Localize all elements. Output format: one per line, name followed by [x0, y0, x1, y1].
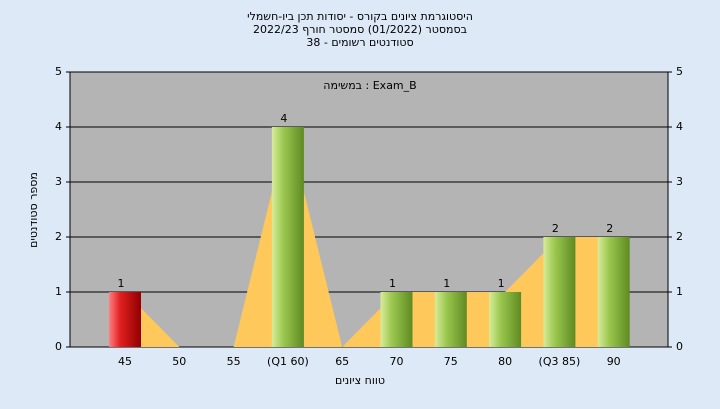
- data-label: 1: [118, 277, 125, 290]
- x-tick-label: 90: [607, 355, 621, 368]
- y2-tick-label: 4: [676, 120, 683, 133]
- annotation: במשימה : Exam_B: [323, 79, 416, 92]
- data-label: 2: [552, 222, 559, 235]
- x-tick-label: 50: [172, 355, 186, 368]
- chart-subtitle: סטודנטים רשומים - 38: [306, 36, 413, 49]
- bar: [543, 237, 576, 347]
- y2-tick-label: 0: [676, 340, 683, 353]
- y-tick-label: 4: [55, 120, 62, 133]
- bar: [271, 127, 304, 347]
- data-label: 1: [498, 277, 505, 290]
- x-tick-label: 80: [498, 355, 512, 368]
- y2-tick-label: 2: [676, 230, 683, 243]
- x-tick-label: 70: [390, 355, 404, 368]
- bar: [434, 292, 467, 347]
- y-tick-label: 5: [55, 65, 62, 78]
- bar: [109, 292, 141, 347]
- bar: [489, 292, 522, 347]
- x-axis-label: טווח ציונים: [335, 374, 385, 387]
- y-tick-label: 1: [55, 285, 62, 298]
- y2-tick-label: 5: [676, 65, 683, 78]
- x-tick-label: 65: [335, 355, 349, 368]
- chart-title: היסטוגרמת ציונים בקורס - יסודות תכן ביו-…: [247, 10, 473, 23]
- chart-subtitle: בסמסטר (01/2022) סמסטר חורף 2022/23: [253, 23, 467, 36]
- x-tick-label: 55: [227, 355, 241, 368]
- x-tick-label: (Q3 85): [539, 355, 581, 368]
- data-label: 2: [606, 222, 613, 235]
- x-tick-label: 45: [118, 355, 132, 368]
- y-axis-label: מספר סטודנטים: [27, 172, 40, 248]
- data-label: 4: [280, 112, 287, 125]
- y2-tick-label: 3: [676, 175, 683, 188]
- y-tick-label: 3: [55, 175, 62, 188]
- y-tick-label: 0: [55, 340, 62, 353]
- data-label: 1: [443, 277, 450, 290]
- x-tick-label: 75: [444, 355, 458, 368]
- x-tick-label: (Q1 60): [267, 355, 309, 368]
- y2-tick-label: 1: [676, 285, 683, 298]
- data-label: 1: [389, 277, 396, 290]
- y-tick-label: 2: [55, 230, 62, 243]
- bar: [380, 292, 413, 347]
- bar: [597, 237, 630, 347]
